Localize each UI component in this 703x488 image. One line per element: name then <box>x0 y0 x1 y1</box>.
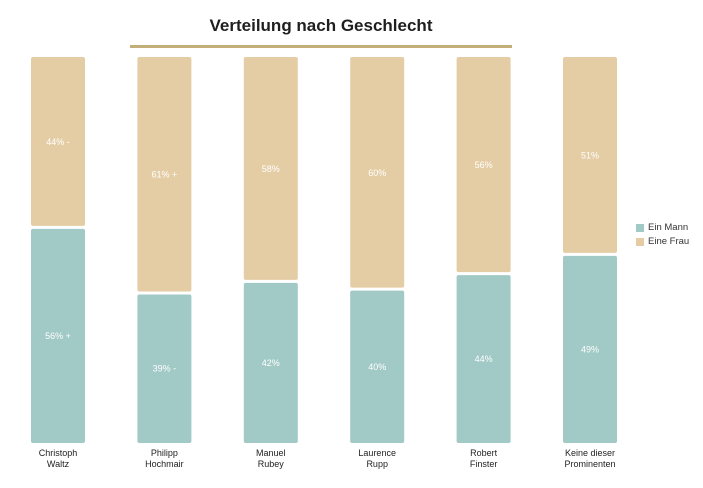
data-label-women-1: 61% + <box>152 170 178 180</box>
bar-men-0 <box>31 228 85 443</box>
legend-item-women: Eine Frau <box>636 236 689 247</box>
data-label-women-5: 51% <box>581 150 599 160</box>
chart-title: Verteilung nach Geschlecht <box>209 16 433 35</box>
title-underline <box>130 45 512 48</box>
data-label-men-0: 56% + <box>45 331 71 341</box>
category-label-3: Laurence Rupp <box>358 448 396 469</box>
bar-men-4 <box>456 275 511 443</box>
data-label-women-4: 56% <box>475 160 493 170</box>
category-label-0: Christoph Waltz <box>39 448 78 469</box>
legend-label-women: Eine Frau <box>648 236 690 247</box>
category-label-1: Philipp Hochmair <box>145 448 184 469</box>
bar-men-1 <box>137 294 192 443</box>
bar-men-5 <box>563 255 617 443</box>
bar-men-2 <box>243 282 298 443</box>
bar-women-3 <box>350 57 405 288</box>
bar-women-5 <box>563 57 617 253</box>
legend-label-men: Ein Mann <box>648 222 689 233</box>
data-label-women-2: 58% <box>262 164 280 174</box>
bar-men-3 <box>350 290 405 443</box>
data-label-men-2: 42% <box>262 358 280 368</box>
legend-swatch-men <box>636 223 644 232</box>
legend: Ein Mann Eine Frau <box>636 222 689 250</box>
category-label-2: Manuel Rubey <box>256 448 286 469</box>
bar-women-1 <box>137 57 192 292</box>
category-label-4: Robert Finster <box>470 448 498 469</box>
legend-swatch-women <box>636 237 644 246</box>
data-label-women-3: 60% <box>368 168 386 178</box>
bar-women-0 <box>31 57 85 226</box>
data-label-women-0: 44% - <box>46 137 70 147</box>
data-label-men-5: 49% <box>581 344 599 354</box>
bar-women-4 <box>456 57 511 273</box>
data-label-men-3: 40% <box>368 362 386 372</box>
data-label-men-1: 39% - <box>153 364 177 374</box>
category-label-5: Keine dieser Prominenten <box>564 448 615 469</box>
bar-women-2 <box>243 57 298 280</box>
legend-item-men: Ein Mann <box>636 222 689 233</box>
data-label-men-4: 44% <box>475 354 493 364</box>
